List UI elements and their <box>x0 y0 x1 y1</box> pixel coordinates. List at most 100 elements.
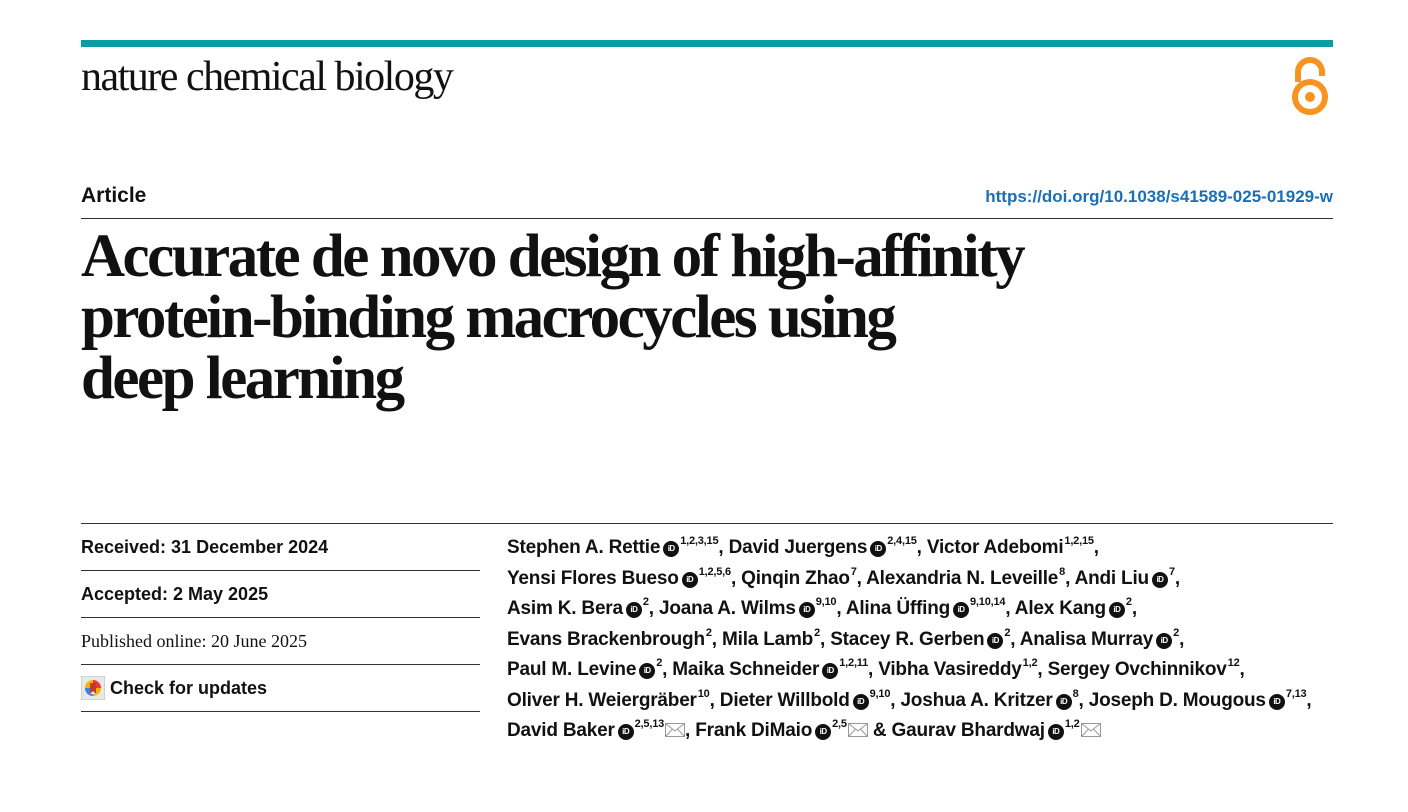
author-separator: , <box>711 628 717 650</box>
affiliation-numbers: 1,2 <box>1064 718 1080 730</box>
orcid-icon[interactable]: iD <box>639 663 656 679</box>
article-dates: Received: 31 December 2024 Accepted: 2 M… <box>81 524 480 712</box>
orcid-icon[interactable]: iD <box>870 541 887 557</box>
author-name-text: Vibha Vasireddy <box>878 659 1022 680</box>
orcid-icon[interactable]: iD <box>617 724 634 740</box>
author-name[interactable]: Analisa Murray iD2 <box>1020 627 1180 650</box>
orcid-icon[interactable]: iD <box>852 693 869 710</box>
author-name[interactable]: Oliver H. Weiergräber10 <box>507 688 710 711</box>
affiliation-numbers: 7 <box>1168 565 1175 578</box>
orcid-icon[interactable]: iD <box>663 541 680 557</box>
accepted-date: Accepted: 2 May 2025 <box>81 571 480 618</box>
author-name-text: Paul M. Levine <box>507 659 637 680</box>
author-name[interactable]: David Juergens iD2,4,15 <box>729 535 917 559</box>
author-name[interactable]: Joshua A. Kritzer iD8 <box>900 687 1079 711</box>
affiliation-numbers: 2 <box>642 596 649 608</box>
author-separator: , <box>1179 628 1185 650</box>
affiliation-numbers: 9,10,14 <box>970 596 1006 608</box>
email-icon[interactable] <box>1080 723 1101 737</box>
author-name[interactable]: Gaurav Bhardwaj iD1,2 <box>892 718 1101 741</box>
author-name[interactable]: Vibha Vasireddy1,2 <box>878 658 1037 681</box>
author-name-text: Oliver H. Weiergräber <box>507 689 697 711</box>
author-name[interactable]: Paul M. Levine iD2 <box>507 658 662 681</box>
author-separator: & <box>867 720 887 741</box>
open-access-icon <box>1292 57 1328 115</box>
author-name-text: Alina Üffing <box>845 598 951 619</box>
author-name-text: Yensi Flores Bueso <box>507 567 679 589</box>
author-name-text: Joana A. Wilms <box>658 598 796 619</box>
author-name-text: Victor Adebomi <box>926 537 1064 558</box>
journal-name[interactable]: nature chemical biology <box>81 54 454 100</box>
affiliation-numbers: 1,2,11 <box>839 657 869 669</box>
journal-accent-bar <box>81 40 1333 47</box>
author-separator: , <box>856 567 862 589</box>
author-name-text: Sergey Ovchinnikov <box>1047 659 1227 680</box>
received-date: Received: 31 December 2024 <box>81 524 480 571</box>
author-separator: , <box>916 537 922 558</box>
author-name[interactable]: Yensi Flores Bueso iD1,2,5,6 <box>507 565 731 589</box>
author-name-text: Maika Schneider <box>672 659 820 680</box>
author-separator: , <box>1010 628 1016 650</box>
author-name[interactable]: David Baker iD2,5,13 <box>507 719 686 741</box>
orcid-icon[interactable]: iD <box>1055 693 1072 710</box>
author-name[interactable]: Alexandria N. Leveille8 <box>866 565 1066 589</box>
orcid-icon[interactable]: iD <box>1151 571 1168 588</box>
author-list: Stephen A. Rettie iD1,2,3,15, David Juerg… <box>507 533 1327 747</box>
author-name[interactable]: Stacey R. Gerben iD2 <box>830 627 1010 650</box>
author-separator: , <box>648 598 654 619</box>
affiliation-numbers: 7 <box>850 565 857 578</box>
author-name[interactable]: Qinqin Zhao7 <box>741 565 857 589</box>
author-name-text: Stephen A. Rettie <box>507 537 661 558</box>
author-name[interactable]: Stephen A. Rettie iD1,2,3,15 <box>507 535 719 559</box>
author-name-text: Joseph D. Mougous <box>1088 689 1266 711</box>
orcid-icon[interactable]: iD <box>1108 602 1125 618</box>
affiliation-numbers: 8 <box>1072 687 1079 700</box>
author-name-text: Andi Liu <box>1074 567 1150 589</box>
author-name-text: Alex Kang <box>1014 598 1106 619</box>
email-icon[interactable] <box>847 723 868 737</box>
author-name[interactable]: Alina Üffing iD9,10,14 <box>845 596 1006 620</box>
orcid-icon[interactable]: iD <box>987 632 1004 649</box>
affiliation-numbers: 2,4,15 <box>887 535 917 547</box>
author-separator: , <box>1306 689 1312 711</box>
author-separator: , <box>1174 567 1180 589</box>
author-separator: , <box>1239 659 1245 680</box>
author-name-text: Qinqin Zhao <box>741 567 850 589</box>
author-name[interactable]: Evans Brackenbrough2 <box>507 626 712 650</box>
affiliation-numbers: 2 <box>705 626 712 639</box>
orcid-icon[interactable]: iD <box>681 571 698 588</box>
author-name[interactable]: Maika Schneider iD1,2,11 <box>672 657 869 681</box>
author-name[interactable]: Joana A. Wilms iD9,10 <box>658 597 837 620</box>
affiliation-numbers: 1,2,5,6 <box>698 565 731 578</box>
author-name[interactable]: Dieter Willbold iD9,10 <box>719 688 891 711</box>
author-name[interactable]: Frank DiMaio iD2,5 <box>695 719 868 741</box>
author-name[interactable]: Sergey Ovchinnikov12 <box>1047 658 1240 681</box>
article-title: Accurate de novo design of high-affinity… <box>81 223 1026 412</box>
author-name[interactable]: Joseph D. Mougous iD7,13 <box>1088 687 1307 711</box>
affiliation-numbers: 1,2,3,15 <box>680 535 719 547</box>
orcid-icon[interactable]: iD <box>822 663 839 679</box>
affiliation-numbers: 2 <box>1125 596 1132 608</box>
author-name-text: Dieter Willbold <box>719 689 850 711</box>
affiliation-numbers: 7,13 <box>1285 687 1307 700</box>
orcid-icon[interactable]: iD <box>815 724 832 740</box>
author-separator: , <box>709 689 715 711</box>
author-name[interactable]: Asim K. Bera iD2 <box>507 596 649 620</box>
author-separator: , <box>820 628 826 650</box>
author-name[interactable]: Mila Lamb2 <box>722 627 820 650</box>
orcid-icon[interactable]: iD <box>625 602 642 618</box>
orcid-icon[interactable]: iD <box>798 602 815 618</box>
divider <box>81 218 1333 219</box>
email-icon[interactable] <box>665 723 686 737</box>
orcid-icon[interactable]: iD <box>1047 724 1064 740</box>
orcid-icon[interactable]: iD <box>1156 632 1173 649</box>
author-separator: , <box>1065 567 1071 589</box>
orcid-icon[interactable]: iD <box>1268 693 1285 710</box>
check-updates-link[interactable]: Check for updates <box>81 665 480 712</box>
author-name[interactable]: Alex Kang iD2 <box>1014 596 1132 620</box>
affiliation-numbers: 8 <box>1059 565 1066 578</box>
orcid-icon[interactable]: iD <box>953 602 970 618</box>
author-name[interactable]: Andi Liu iD7 <box>1074 565 1176 589</box>
author-name[interactable]: Victor Adebomi1,2,15 <box>926 536 1094 559</box>
doi-link[interactable]: https://doi.org/10.1038/s41589-025-01929… <box>985 187 1333 206</box>
